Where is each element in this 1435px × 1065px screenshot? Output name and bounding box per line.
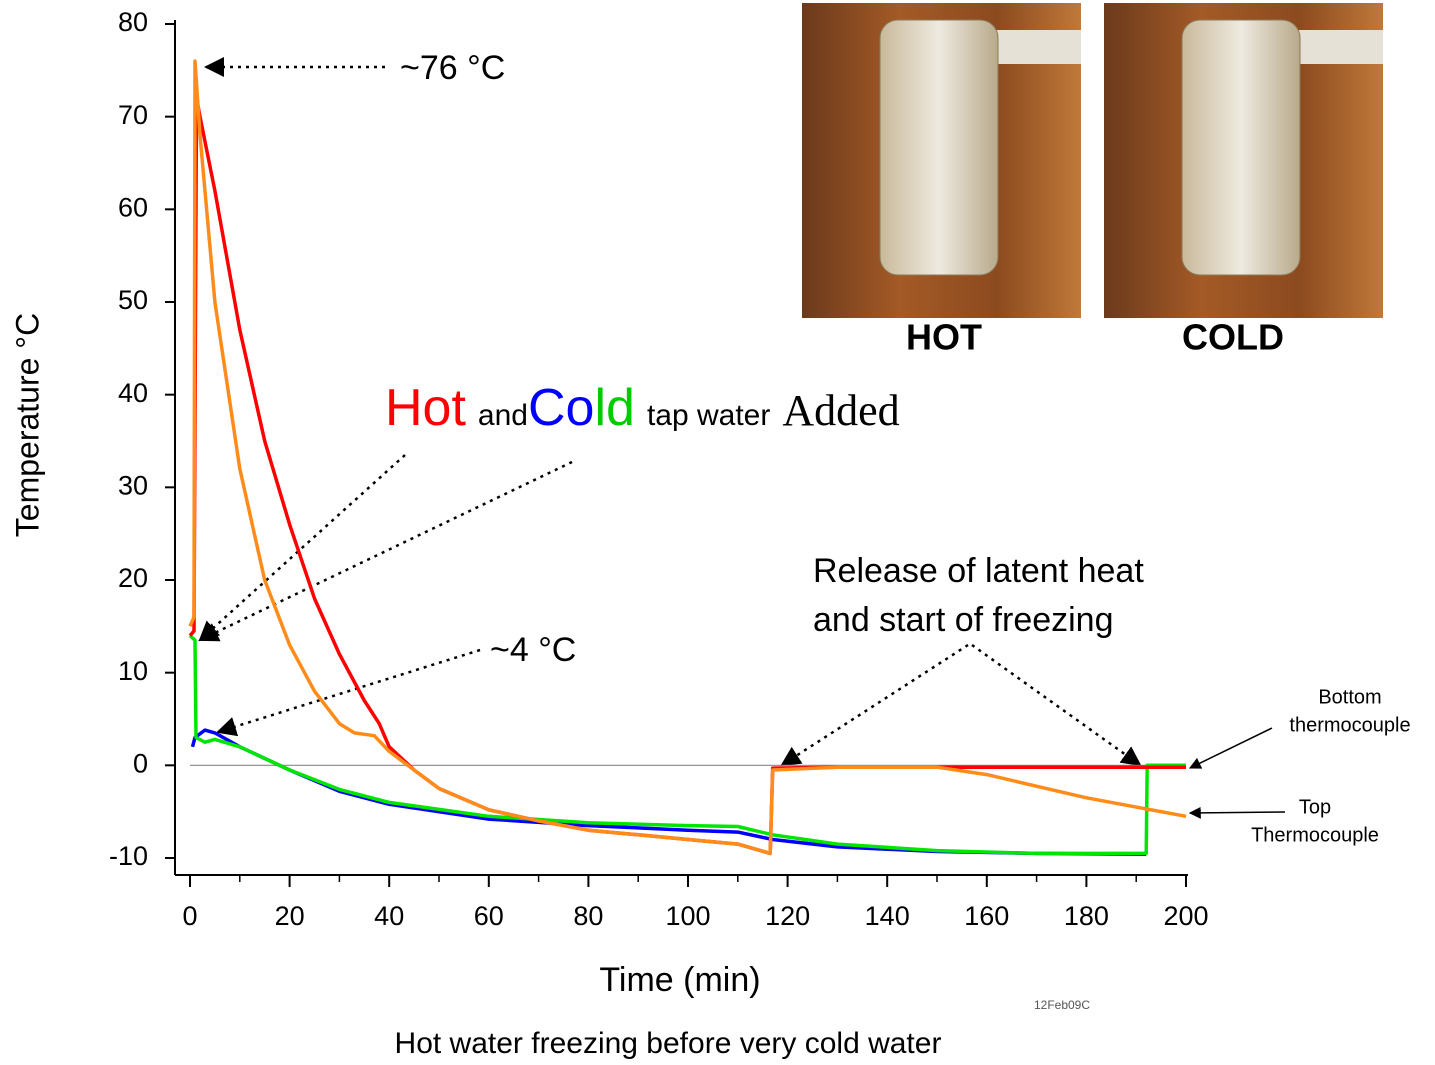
x-axis-label: Time (min) [599,961,760,999]
x-tick-label: 80 [573,901,603,931]
headline-part: and [478,399,528,432]
y-tick-label: 20 [118,563,148,593]
x-tick-label: 120 [765,901,810,931]
y-tick-label: 30 [118,470,148,500]
x-tick-label: 140 [865,901,910,931]
y-tick-label: 0 [133,748,148,778]
headline-part: Co [528,379,594,437]
annotation: Release of latent heat [813,552,1144,590]
headline-part: Added [782,386,899,435]
arrow [780,643,969,767]
y-tick-label: -10 [109,841,148,871]
y-tick-label: 70 [118,100,148,130]
headline: Hot andCold tap water Added [385,379,900,437]
y-tick-label: 40 [118,378,148,408]
x-tick-label: 60 [474,901,504,931]
x-tick-label: 180 [1064,901,1109,931]
series-line [188,59,1187,856]
x-tick-label: 100 [665,901,710,931]
annotation: and start of freezing [813,601,1114,639]
headline-part: ld [594,379,634,437]
arrow [1188,806,1286,819]
headline-part: Hot [385,379,466,437]
annotation: Thermocouple [1251,824,1379,846]
annotation: ~4 °C [490,631,576,669]
y-axis-label: Temperature °C [9,313,45,537]
y-tick-label: 80 [118,7,148,37]
annotation: thermocouple [1289,714,1410,736]
photo-label: COLD [1182,317,1284,358]
photo-cold [1104,3,1383,318]
y-tick-label: 50 [118,285,148,315]
x-tick-label: 160 [964,901,1009,931]
arrow [1188,727,1273,769]
arrow [971,643,1142,767]
caption: Hot water freezing before very cold wate… [395,1027,942,1060]
x-tick-label: 40 [374,901,404,931]
arrow [198,454,406,642]
arrow [198,460,573,642]
arrow [216,648,481,737]
stamp: 12Feb09C [1034,998,1090,1012]
series-line [190,728,1147,857]
photo-hot [802,3,1081,318]
x-tick-label: 0 [182,901,197,931]
series-line [188,634,1186,856]
x-tick-label: 20 [275,901,305,931]
annotation: Top [1299,796,1331,818]
annotation: ~76 °C [400,49,505,87]
y-tick-label: 60 [118,192,148,222]
photo-label: HOT [906,317,982,358]
y-tick-label: 10 [118,656,148,686]
headline-part: tap water [647,399,770,432]
annotation: Bottom [1318,686,1381,708]
x-tick-label: 200 [1163,901,1208,931]
